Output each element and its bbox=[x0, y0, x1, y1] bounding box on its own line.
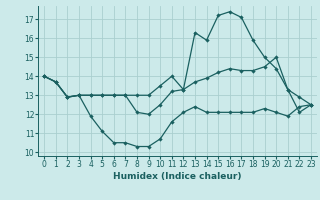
X-axis label: Humidex (Indice chaleur): Humidex (Indice chaleur) bbox=[113, 172, 242, 181]
